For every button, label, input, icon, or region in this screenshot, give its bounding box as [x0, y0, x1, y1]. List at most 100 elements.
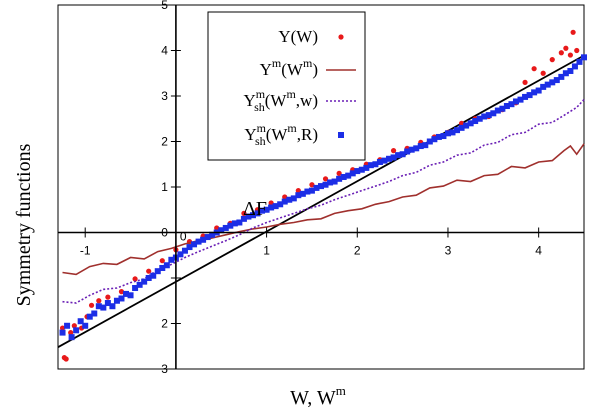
series-ysh-r-point [440, 133, 447, 140]
series-ysh-r-point [322, 181, 329, 188]
series-ysh-r-point [372, 161, 379, 168]
series-y-point [96, 298, 102, 304]
series-y-point [159, 258, 165, 264]
series-ysh-r-point [254, 210, 261, 217]
series-ysh-r-point [571, 63, 578, 70]
series-ysh-r-point [544, 81, 551, 88]
series-ysh-r-point [236, 219, 243, 226]
x-axis-label-sup: m [336, 383, 346, 398]
series-ysh-r-point [422, 142, 429, 149]
series-ysh-r-point [426, 138, 433, 145]
series-ysh-r-point [73, 327, 80, 334]
legend-label: Ym sh(Wm,w) [243, 87, 318, 114]
series-ysh-r-point [340, 173, 347, 180]
series-ysh-r-point [268, 204, 275, 211]
series-ysh-r-point [191, 241, 198, 248]
series-ysh-r-point [472, 118, 479, 125]
series-ysh-r-point [272, 203, 279, 210]
series-ysh-r-point [349, 170, 356, 177]
series-y-point [105, 294, 111, 300]
series-ysh-r-point [376, 158, 383, 165]
y-tick-label: 5 [161, 0, 168, 12]
series-ysh-r-point [109, 303, 116, 310]
series-ysh-r-point [526, 92, 533, 99]
series-ysh-r-point [367, 162, 374, 169]
series-ym-line [62, 143, 585, 276]
series-ysh-r-point [150, 272, 157, 279]
series-ysh-r-point [531, 89, 538, 96]
x-tick-label: 2 [354, 244, 361, 258]
series-ysh-r-point [104, 300, 111, 307]
series-y-point [336, 170, 342, 176]
series-ysh-r-point [481, 113, 488, 120]
legend: Y(W) Ym(Wm) Ym sh(Wm,w) Ym sh(Wm,R) [207, 11, 366, 161]
series-layer [57, 29, 587, 362]
series-ysh-r-point [82, 322, 89, 329]
series-y-point [322, 176, 329, 182]
series-ysh-r-point [485, 112, 492, 119]
series-ysh-r-point [499, 105, 506, 112]
axes-layer: -1 1 2 3 4 0 3 2 0 1 2 3 4 5 [58, 0, 584, 376]
series-ysh-r-point [245, 213, 252, 220]
series-y-point [574, 47, 580, 54]
series-y-point [132, 276, 138, 282]
series-ysh-r-point [399, 151, 406, 158]
series-ysh-r-point [567, 67, 574, 74]
y-tick-label: 2 [161, 135, 168, 149]
series-ysh-r-point [59, 329, 66, 336]
series-ysh-r-point [68, 334, 75, 341]
fit-line [57, 54, 585, 348]
series-ysh-r-point [86, 313, 93, 320]
series-ysh-r-point [290, 195, 297, 202]
series-ysh-r-point [132, 285, 139, 292]
series-ysh-r-point [444, 130, 451, 137]
series-y-point [59, 325, 66, 331]
series-ysh-r-point [581, 54, 587, 61]
delta-f-annotation: ΔF [243, 198, 267, 220]
series-ysh-r-point [562, 70, 569, 77]
series-ysh-r-point [263, 206, 270, 213]
series-ysh-r-point [431, 136, 438, 143]
series-ysh-r-point [240, 215, 247, 222]
series-ysh-r-point [549, 79, 556, 86]
series-ysh-r-point [318, 183, 324, 190]
series-ysh-r-point [313, 184, 320, 191]
series-ysh-r-point [259, 207, 266, 214]
series-ysh-r-point [286, 196, 293, 203]
series-ysh-r-point [163, 262, 170, 269]
series-y-point [567, 52, 573, 58]
x-axis-label-main: W, W [290, 387, 336, 409]
series-y-point [68, 330, 74, 336]
series-ysh-r-point [186, 244, 193, 251]
series-ysh-r-point [454, 127, 461, 134]
series-ysh-r-point [227, 222, 234, 229]
series-ysh-r-point [145, 275, 152, 281]
series-y-point [282, 194, 288, 200]
y-tick-label: 1 [161, 180, 168, 194]
series-ysh-r-point [576, 58, 583, 65]
series-y-point [63, 356, 69, 362]
series-y-point [390, 148, 397, 154]
x-tick-label: -1 [80, 244, 91, 258]
plot-border [57, 4, 585, 370]
legend-label: Ym sh(Wm,R) [244, 121, 318, 148]
series-ysh-r-point [64, 322, 71, 329]
series-ysh-r-point [363, 164, 370, 171]
series-ysh-r-point [100, 304, 107, 311]
series-ysh-r-point [295, 192, 302, 199]
series-ysh-r-point [77, 318, 84, 325]
series-ysh-r-point [204, 234, 211, 241]
series-ysh-r-point [540, 83, 547, 90]
series-y-point [522, 79, 528, 85]
series-ysh-r-point [381, 157, 388, 164]
series-y-point [558, 50, 564, 56]
series-ysh-r-point [141, 278, 148, 285]
series-ysh-r-point [503, 103, 510, 110]
series-ysh-r-point [463, 122, 470, 129]
series-ysh-r-point [354, 168, 361, 175]
x-tick-label: 0 [180, 230, 187, 244]
series-y-point [71, 323, 77, 329]
series-ysh-r-point [195, 238, 202, 245]
series-y-point [268, 200, 274, 206]
series-ysh-r-point [118, 295, 125, 302]
